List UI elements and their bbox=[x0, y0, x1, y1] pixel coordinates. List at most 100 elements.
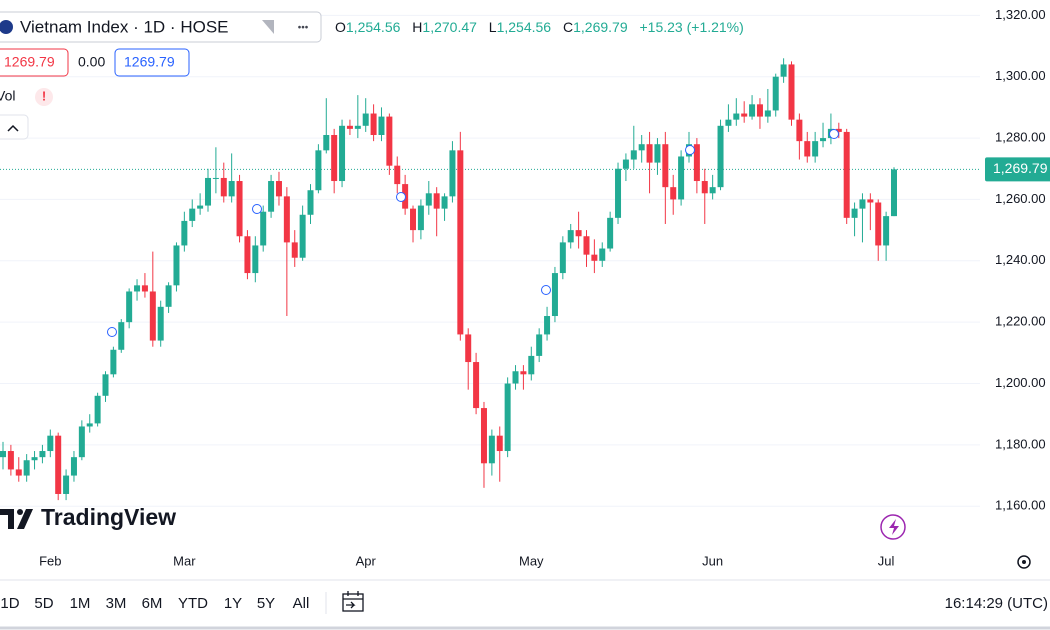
candle-body bbox=[812, 141, 819, 157]
candle-body bbox=[23, 460, 30, 476]
ohlc-key: H bbox=[412, 19, 422, 35]
candle-body bbox=[780, 64, 787, 77]
settings-icon bbox=[1022, 560, 1026, 564]
event-marker[interactable] bbox=[107, 327, 117, 337]
y-tick-label: 1,320.00 bbox=[995, 7, 1046, 22]
candle-body bbox=[591, 254, 598, 261]
clock: 16:14:29 (UTC) bbox=[945, 595, 1048, 612]
price-axis: 1,160.00 1,180.00 1,200.00 1,220.00 1,240.00… bbox=[985, 7, 1050, 513]
candle-body bbox=[528, 355, 535, 375]
ask: 1269.79 bbox=[124, 54, 175, 70]
event-marker[interactable] bbox=[396, 192, 406, 202]
candle-body bbox=[693, 144, 700, 182]
time-axis: Feb Mar Apr May Jun Jul bbox=[39, 553, 894, 568]
settings-button[interactable] bbox=[1017, 555, 1031, 569]
ohlc-key: L bbox=[489, 19, 497, 35]
candle-body bbox=[78, 426, 85, 458]
candle-body bbox=[725, 119, 732, 126]
event-marker[interactable] bbox=[829, 129, 839, 139]
event-marker[interactable] bbox=[252, 204, 262, 214]
candle-body bbox=[512, 371, 519, 384]
range-button[interactable]: 6M bbox=[142, 595, 163, 612]
candle-body bbox=[134, 285, 141, 292]
candle-body bbox=[149, 291, 156, 341]
candle-body bbox=[63, 475, 70, 494]
x-tick-label: Feb bbox=[39, 553, 61, 568]
candle-body bbox=[189, 208, 196, 221]
candle-body bbox=[47, 435, 54, 452]
candle-body bbox=[804, 141, 811, 157]
candle-body bbox=[465, 334, 472, 363]
candle-body bbox=[268, 181, 275, 212]
candle-body bbox=[772, 76, 779, 111]
logo-text: TradingView bbox=[41, 504, 176, 530]
candle-body bbox=[165, 285, 172, 307]
candle-body bbox=[441, 196, 448, 209]
range-button[interactable]: 3M bbox=[106, 595, 127, 612]
lightning-icon bbox=[889, 519, 899, 535]
candle-body bbox=[875, 202, 882, 246]
ohlc-value: 1,270.47 bbox=[422, 19, 477, 35]
candle-body bbox=[197, 205, 204, 209]
candle-body bbox=[583, 236, 590, 255]
candle-body bbox=[851, 208, 858, 218]
ohlc-value: 1,254.56 bbox=[497, 19, 552, 35]
collapse-icon bbox=[7, 124, 19, 132]
candle-body bbox=[859, 199, 866, 209]
candle-body bbox=[749, 104, 756, 117]
symbol-icon bbox=[0, 20, 13, 34]
candle-body bbox=[488, 435, 495, 464]
candle-body bbox=[544, 316, 551, 335]
candle-body bbox=[0, 451, 6, 458]
candle-body bbox=[615, 168, 622, 218]
candle-body bbox=[339, 125, 346, 182]
candle-body bbox=[496, 435, 503, 452]
range-button[interactable]: 5D bbox=[34, 595, 53, 612]
logo-mark bbox=[17, 509, 33, 529]
candle-body bbox=[315, 150, 322, 191]
x-tick-label: Jun bbox=[702, 553, 723, 568]
candle-body bbox=[220, 177, 227, 197]
event-markers bbox=[107, 129, 839, 337]
candle-body bbox=[867, 199, 874, 203]
candle-body bbox=[425, 193, 432, 206]
candle-body bbox=[575, 230, 582, 237]
range-button[interactable]: 1D bbox=[0, 595, 19, 612]
candle-body bbox=[212, 177, 219, 179]
candle-body bbox=[173, 245, 180, 286]
alert-icon[interactable] bbox=[35, 88, 53, 106]
flag-icon[interactable] bbox=[262, 20, 274, 34]
candle-body bbox=[370, 113, 377, 135]
range-button[interactable]: 1Y bbox=[224, 595, 242, 612]
menu[interactable]: ••• bbox=[298, 23, 309, 34]
grid bbox=[0, 14, 980, 507]
range-button[interactable]: YTD bbox=[178, 595, 208, 612]
candle-body bbox=[788, 64, 795, 120]
candle-body bbox=[362, 113, 369, 126]
candle-body bbox=[701, 181, 708, 194]
candle-body bbox=[709, 187, 716, 194]
compare-icon[interactable] bbox=[342, 591, 364, 612]
candle-body bbox=[457, 150, 464, 335]
candle-body bbox=[417, 205, 424, 231]
range-button[interactable]: 5Y bbox=[257, 595, 275, 612]
symbol-box[interactable] bbox=[0, 11, 322, 43]
candle-body bbox=[480, 408, 487, 464]
ohlc-value: 1,254.56 bbox=[346, 19, 401, 35]
logo-mark bbox=[17, 509, 23, 515]
candle-body bbox=[110, 349, 117, 375]
candle-body bbox=[670, 187, 677, 200]
candle-body bbox=[323, 135, 330, 151]
range-button[interactable]: All bbox=[293, 595, 310, 612]
event-marker[interactable] bbox=[685, 145, 695, 155]
event-marker[interactable] bbox=[541, 285, 551, 295]
x-tick-label: May bbox=[519, 553, 544, 568]
bid-box[interactable] bbox=[0, 48, 69, 77]
bid: 1269.79 bbox=[4, 54, 55, 70]
range-button[interactable]: 1M bbox=[70, 595, 91, 612]
candle-body bbox=[764, 110, 771, 117]
y-tick-label: 1,280.00 bbox=[995, 130, 1046, 145]
ask-box[interactable] bbox=[114, 48, 190, 77]
candle-body bbox=[449, 150, 456, 197]
